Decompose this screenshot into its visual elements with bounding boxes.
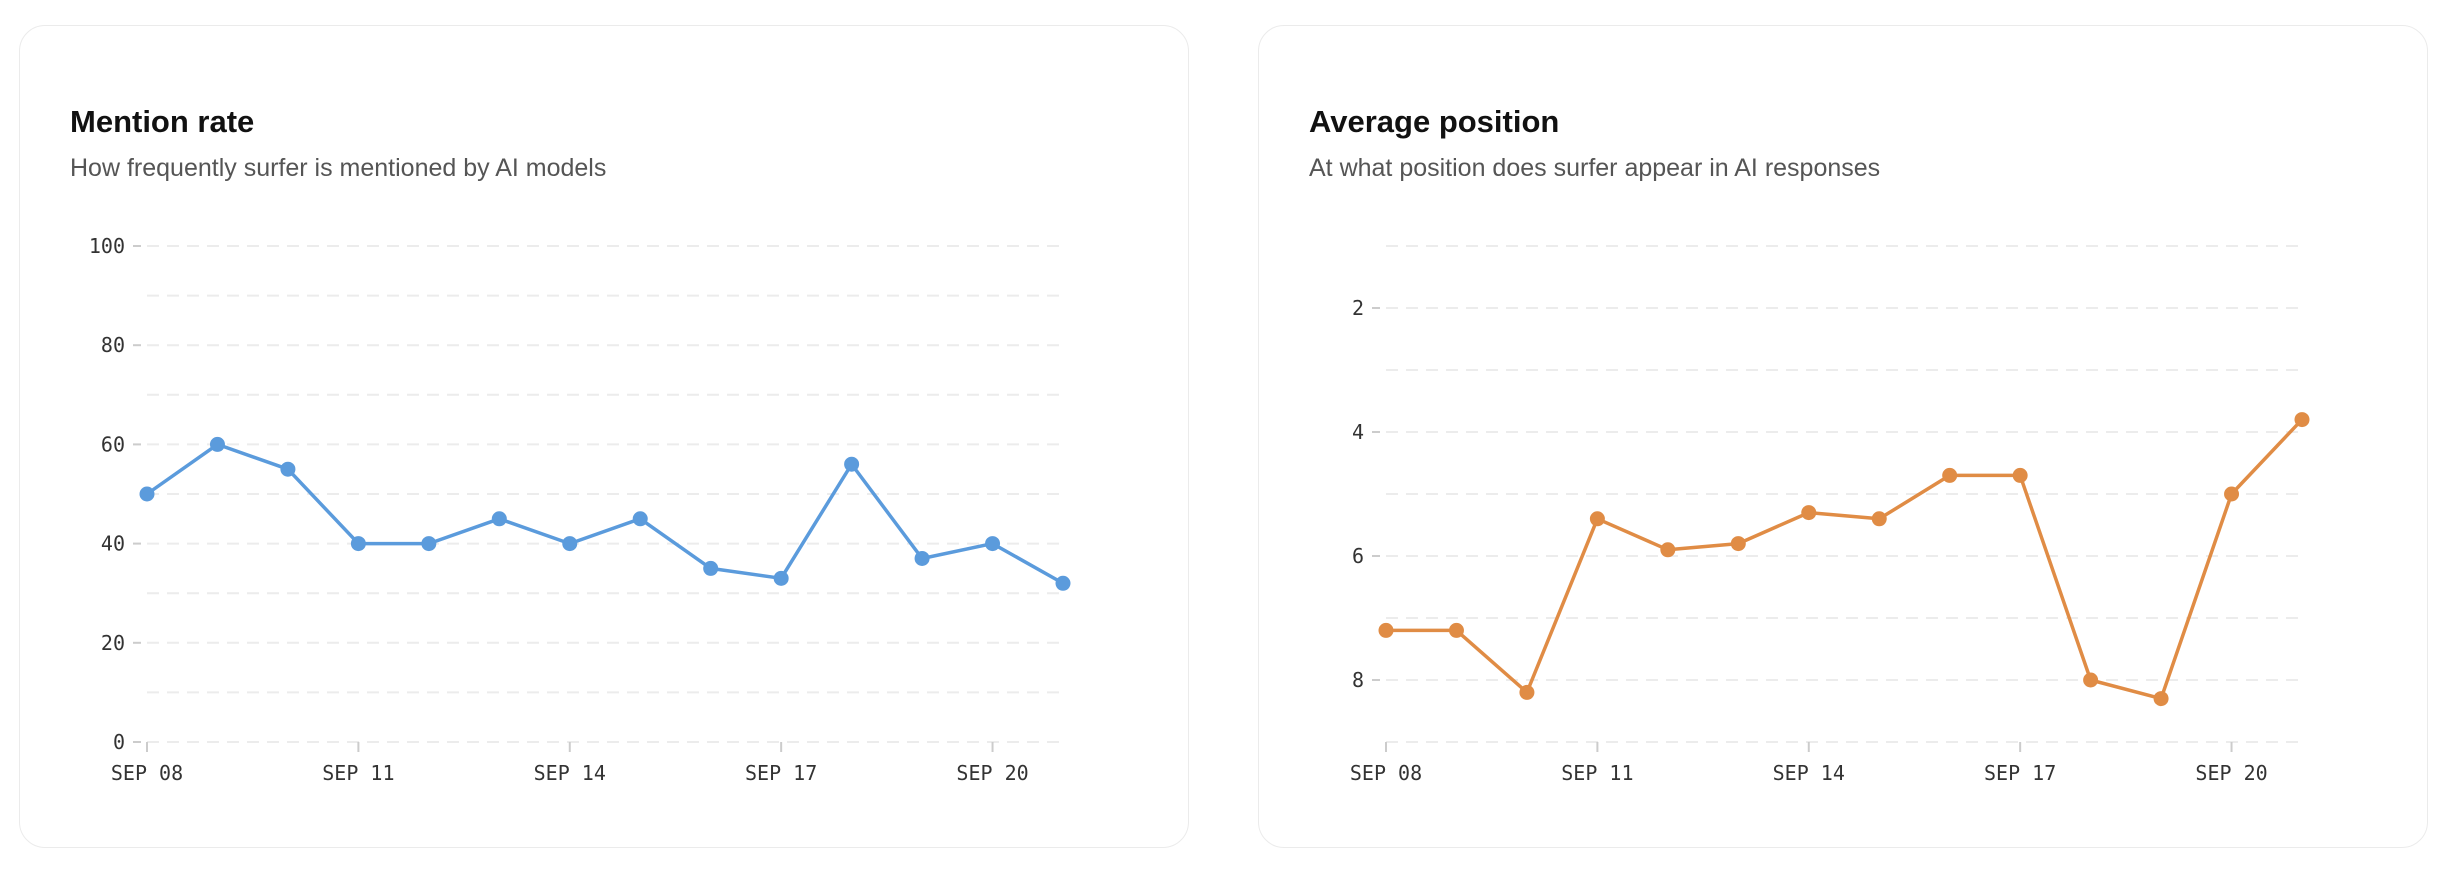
y-tick-label: 6 bbox=[1352, 544, 1364, 568]
y-tick-label: 4 bbox=[1352, 420, 1364, 444]
data-point bbox=[139, 486, 155, 502]
data-point bbox=[421, 536, 437, 552]
y-tick-label: 40 bbox=[101, 532, 125, 556]
x-tick-label: SEP 08 bbox=[111, 761, 183, 785]
data-point bbox=[562, 536, 578, 552]
y-tick-label: 2 bbox=[1352, 296, 1364, 320]
chart-subtitle: At what position does surfer appear in A… bbox=[1309, 154, 1881, 182]
y-tick-label: 80 bbox=[101, 333, 125, 357]
data-point bbox=[209, 436, 225, 452]
y-tick-label: 100 bbox=[89, 234, 125, 258]
x-tick-label: SEP 20 bbox=[956, 761, 1028, 785]
data-point bbox=[703, 560, 719, 576]
data-point bbox=[1448, 622, 1464, 638]
y-tick-label: 60 bbox=[101, 432, 125, 456]
data-point bbox=[2294, 412, 2310, 428]
chart-title: Mention rate bbox=[70, 104, 255, 139]
data-point bbox=[914, 550, 930, 566]
x-tick-label: SEP 11 bbox=[1561, 761, 1633, 785]
data-point bbox=[632, 511, 648, 527]
average-position-chart: 2 4 6 8 SEP 08 SEP 11 SEP 14 SEP 17 SEP 20 bbox=[1350, 245, 2310, 785]
y-tick-label: 0 bbox=[113, 730, 125, 754]
chart-title: Average position bbox=[1309, 104, 1560, 139]
data-point bbox=[1589, 511, 1605, 527]
data-point bbox=[1055, 575, 1071, 591]
series-line bbox=[1386, 418, 2304, 701]
data-point bbox=[1942, 467, 1958, 483]
x-tick-label: SEP 17 bbox=[745, 761, 817, 785]
x-tick-label: SEP 14 bbox=[1773, 761, 1845, 785]
data-point bbox=[2153, 691, 2169, 707]
x-tick-label: SEP 11 bbox=[322, 761, 394, 785]
mention-rate-chart: 0 20 40 60 80 100 SEP 08 SEP 11 SEP 14 SEP 17 SEP … bbox=[89, 234, 1071, 785]
data-point bbox=[1730, 536, 1746, 552]
data-point bbox=[773, 570, 789, 586]
data-point bbox=[280, 461, 296, 477]
data-point bbox=[2083, 672, 2099, 688]
data-point bbox=[2012, 467, 2028, 483]
data-point bbox=[844, 456, 860, 472]
data-point bbox=[1871, 511, 1887, 527]
x-tick-label: SEP 17 bbox=[1984, 761, 2056, 785]
data-point bbox=[491, 511, 507, 527]
data-point bbox=[1519, 684, 1535, 700]
x-tick-label: SEP 20 bbox=[2195, 761, 2267, 785]
data-point bbox=[985, 536, 1001, 552]
chart-subtitle: How frequently surfer is mentioned by AI… bbox=[70, 154, 607, 182]
average-position-card: Average position At what position does s… bbox=[1258, 25, 2428, 848]
series-line bbox=[145, 442, 1064, 585]
data-point bbox=[2224, 486, 2240, 502]
data-point bbox=[350, 536, 366, 552]
y-tick-label: 20 bbox=[101, 631, 125, 655]
x-tick-label: SEP 14 bbox=[534, 761, 606, 785]
y-tick-label: 8 bbox=[1352, 668, 1364, 692]
data-point bbox=[1801, 505, 1817, 521]
data-point bbox=[1378, 622, 1394, 638]
data-point bbox=[1660, 542, 1676, 558]
mention-rate-card: Mention rate How frequently surfer is me… bbox=[19, 25, 1189, 848]
x-tick-label: SEP 08 bbox=[1350, 761, 1422, 785]
